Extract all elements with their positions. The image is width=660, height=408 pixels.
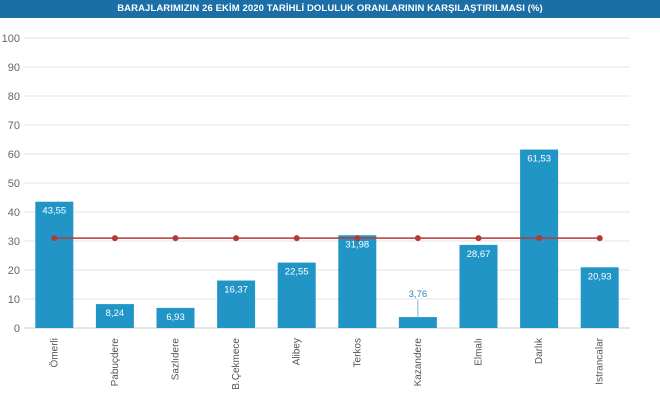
bar: [398, 317, 437, 328]
line-point: [233, 235, 240, 242]
x-tick-label: Terkos: [352, 338, 363, 367]
data-label: 20,93: [588, 271, 612, 282]
bar: [277, 262, 316, 328]
average-line: [51, 235, 603, 242]
data-labels: 43,55 8,24 6,93 16,37 22,55 31,98 3,76 28,67 61,…: [42, 154, 611, 323]
data-label: 8,24: [106, 308, 125, 319]
grid: [24, 37, 630, 329]
y-tick-label: 70: [8, 120, 20, 132]
y-tick-label: 100: [2, 33, 20, 45]
line-point: [475, 235, 482, 242]
y-tick-label: 60: [8, 149, 20, 161]
x-tick-label: Pabuçdere: [110, 338, 121, 387]
x-tick-label: Istrancalar: [595, 337, 606, 384]
bar-chart: 0 10 20 30 40 50 60 70 80 90 100 43,55 8,24 6,93 16,3…: [2, 33, 630, 390]
x-tick-label: Alibey: [292, 338, 303, 365]
line-point: [51, 235, 58, 242]
x-tick-label: Elmalı: [474, 338, 485, 366]
y-tick-label: 40: [8, 207, 20, 219]
bar: [580, 267, 619, 328]
data-label: 28,67: [467, 249, 491, 260]
y-tick-label: 90: [8, 62, 20, 74]
y-axis: 0 10 20 30 40 50 60 70 80 90 100: [2, 33, 20, 335]
line-point: [293, 235, 300, 242]
data-label: 22,55: [285, 267, 309, 278]
x-axis: Ömerli Pabuçdere Sazlıdere B.Çekmece Alibey T…: [48, 337, 605, 390]
y-tick-label: 0: [14, 323, 20, 335]
x-tick-label: Kazandere: [413, 338, 424, 387]
bar: [217, 280, 256, 328]
bar: [338, 235, 377, 328]
data-label: 61,53: [527, 154, 551, 165]
bar: [95, 304, 134, 328]
y-tick-label: 20: [8, 265, 20, 277]
line-point: [596, 235, 603, 242]
line-point: [354, 235, 361, 242]
bar: [156, 307, 195, 328]
x-tick-label: B.Çekmece: [231, 338, 242, 390]
y-tick-label: 80: [8, 91, 20, 103]
line-point: [172, 235, 179, 242]
line-point: [536, 235, 543, 242]
data-label: 16,37: [224, 285, 248, 296]
data-label: 31,98: [345, 239, 369, 250]
y-tick-label: 10: [8, 294, 20, 306]
y-tick-label: 50: [8, 178, 20, 190]
line-point: [414, 235, 421, 242]
chart-title: BARAJLARIMIZIN 26 EKİM 2020 TARİHLİ DOLU…: [0, 0, 660, 18]
x-tick-label: Sazlıdere: [171, 338, 182, 381]
data-label: 43,55: [42, 206, 66, 217]
x-tick-label: Darlık: [534, 337, 545, 364]
bar: [35, 201, 74, 328]
bar: [459, 244, 498, 328]
line-point: [111, 235, 118, 242]
data-label: 3,76: [409, 289, 428, 300]
data-label: 6,93: [166, 312, 185, 323]
x-tick-label: Ömerli: [48, 338, 60, 367]
y-tick-label: 30: [8, 236, 20, 248]
